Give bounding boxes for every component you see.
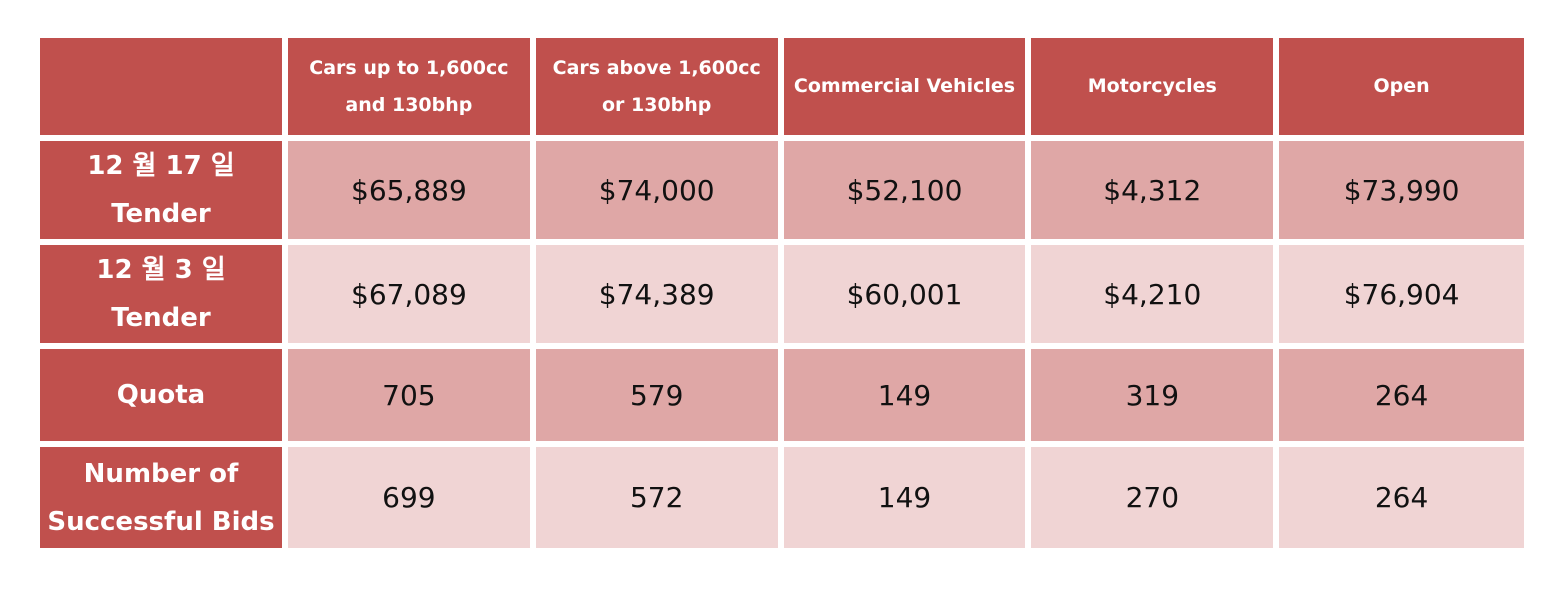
table-cell: 579 <box>529 343 784 447</box>
table-cell: $52,100 <box>777 135 1032 245</box>
table-cell: $67,089 <box>282 239 536 349</box>
table-cell: 149 <box>777 343 1032 447</box>
table-cell: 319 <box>1025 343 1280 447</box>
table-cell: $65,889 <box>282 135 536 245</box>
table-cell: 705 <box>282 343 536 447</box>
table-corner-cell <box>40 38 288 141</box>
table-row: 12 월 3 일 Tender $67,089 $74,389 $60,001 … <box>40 239 1524 349</box>
table-cell: $73,990 <box>1273 135 1524 245</box>
row-header-dec17-tender: 12 월 17 일 Tender <box>40 135 288 245</box>
table-cell: $76,904 <box>1273 239 1524 349</box>
row-header-dec3-tender: 12 월 3 일 Tender <box>40 239 288 349</box>
table-cell: 264 <box>1273 343 1524 447</box>
column-header-cars-large: Cars above 1,600cc or 130bhp <box>529 38 784 141</box>
table-cell: 699 <box>282 441 536 548</box>
table-cell: 270 <box>1025 441 1280 548</box>
column-header-cars-small: Cars up to 1,600cc and 130bhp <box>282 38 536 141</box>
table-cell: $60,001 <box>777 239 1032 349</box>
column-header-motorcycles: Motorcycles <box>1025 38 1280 141</box>
coe-results-table: Cars up to 1,600cc and 130bhp Cars above… <box>40 38 1524 548</box>
table-row: 12 월 17 일 Tender $65,889 $74,000 $52,100… <box>40 135 1524 245</box>
table-cell: $4,210 <box>1025 239 1280 349</box>
table-cell: $74,000 <box>529 135 784 245</box>
row-header-quota: Quota <box>40 343 288 447</box>
table-cell: 149 <box>777 441 1032 548</box>
column-header-commercial: Commercial Vehicles <box>777 38 1032 141</box>
table-cell: $4,312 <box>1025 135 1280 245</box>
table-cell: 572 <box>529 441 784 548</box>
table-header-row: Cars up to 1,600cc and 130bhp Cars above… <box>40 38 1524 141</box>
table-row: Number of Successful Bids 699 572 149 27… <box>40 441 1524 548</box>
coe-results-table-container: Cars up to 1,600cc and 130bhp Cars above… <box>40 38 1524 548</box>
table-row: Quota 705 579 149 319 264 <box>40 343 1524 447</box>
table-cell: $74,389 <box>529 239 784 349</box>
row-header-successful-bids: Number of Successful Bids <box>40 441 288 548</box>
column-header-open: Open <box>1273 38 1524 141</box>
table-cell: 264 <box>1273 441 1524 548</box>
